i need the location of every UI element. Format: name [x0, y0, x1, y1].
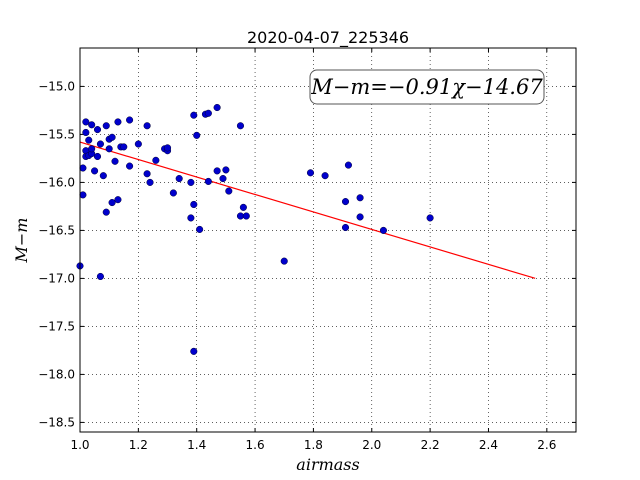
data-point	[236, 122, 245, 130]
data-point	[114, 196, 122, 204]
fit-annotation-box: M−m=−0.91χ−14.67	[309, 69, 545, 105]
data-point	[91, 167, 99, 175]
plot-background	[80, 48, 576, 432]
data-point	[193, 131, 201, 139]
data-point	[152, 156, 160, 164]
data-point	[356, 213, 364, 221]
fit-line	[79, 141, 536, 279]
data-point	[79, 191, 87, 199]
x-tick-label: 1.4	[187, 438, 206, 452]
y-axis-label: M−m	[12, 218, 31, 264]
y-tick-label: −15.5	[38, 127, 75, 141]
data-point	[102, 122, 110, 130]
data-point	[356, 194, 364, 202]
data-point	[426, 214, 434, 222]
plot-frame	[79, 47, 577, 433]
x-tick-label: 2.0	[362, 438, 381, 452]
fit-annotation: M−m=−0.91χ−14.67	[310, 75, 543, 99]
data-point	[219, 175, 227, 183]
data-point	[196, 225, 204, 233]
y-tick-label: −16.5	[38, 223, 75, 237]
data-point	[187, 214, 195, 222]
data-point	[143, 122, 151, 130]
data-point	[126, 162, 134, 170]
data-point	[187, 178, 195, 186]
y-tick-label: −17.0	[38, 271, 75, 285]
x-axis-label: airmass	[296, 455, 359, 474]
data-point	[239, 203, 247, 211]
x-tick-label: 2.4	[479, 438, 498, 452]
data-point	[213, 167, 221, 175]
data-point	[225, 187, 233, 195]
y-tick-label: −18.5	[38, 415, 75, 429]
chart-title: 2020-04-07_225346	[247, 28, 409, 48]
data-point	[88, 121, 96, 129]
data-point	[114, 118, 122, 126]
y-tick-label: −18.0	[38, 367, 75, 381]
x-tick-label: 1.0	[70, 438, 89, 452]
plot-area: 1.0 1.2 1.4 1.6 1.8 2.0 2.2 2.4 2.6 −15.0 −15.5 −16…	[38, 47, 577, 452]
data-point	[341, 223, 350, 232]
data-point	[175, 175, 183, 183]
data-point	[93, 126, 102, 134]
data-point	[163, 144, 172, 152]
data-point	[306, 169, 315, 177]
data-point	[169, 189, 177, 197]
data-point	[79, 164, 87, 172]
data-point	[204, 177, 212, 185]
data-point	[93, 152, 102, 161]
data-point	[102, 208, 110, 216]
data-point	[82, 118, 90, 126]
data-point	[120, 143, 128, 151]
data-point	[190, 200, 198, 209]
data-point	[134, 140, 142, 148]
x-tick-label: 1.8	[304, 438, 323, 452]
data-point	[111, 157, 119, 165]
x-tick-label: 1.2	[129, 438, 148, 452]
data-point	[88, 145, 96, 153]
data-point	[190, 347, 198, 355]
data-point	[105, 145, 113, 153]
data-point	[96, 140, 104, 148]
data-point	[379, 226, 387, 234]
fit-annotation-frame	[309, 69, 545, 105]
y-tick-label: −16.0	[38, 175, 75, 189]
data-point	[344, 161, 352, 169]
data-point	[280, 257, 288, 265]
x-tick-label: 2.2	[421, 438, 440, 452]
data-point	[341, 198, 350, 206]
y-tick-label: −15.0	[38, 79, 75, 93]
data-point	[126, 116, 134, 124]
x-tick-label: 2.6	[537, 438, 556, 452]
data-point	[190, 111, 198, 119]
data-point	[321, 172, 329, 180]
data-point	[108, 199, 116, 207]
data-point	[143, 170, 151, 178]
data-point	[222, 166, 230, 174]
data-point	[213, 103, 221, 112]
data-point	[96, 272, 104, 281]
data-point	[108, 133, 116, 141]
data-point	[85, 136, 93, 144]
data-point	[242, 212, 250, 220]
data-point	[146, 178, 154, 186]
data-point	[204, 109, 212, 117]
data-point	[82, 128, 90, 137]
y-tick-label: −17.5	[38, 319, 75, 333]
x-tick-label: 1.6	[246, 438, 265, 452]
data-point	[99, 172, 107, 180]
